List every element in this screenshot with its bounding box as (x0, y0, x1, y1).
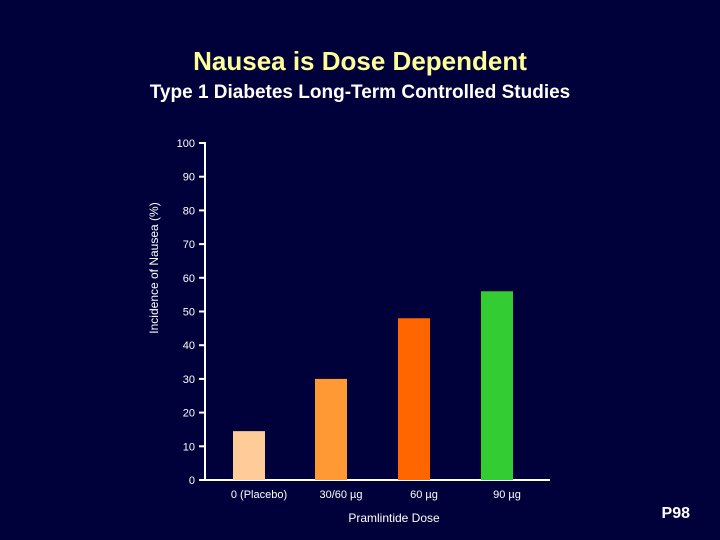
y-tick-label: 10 (183, 441, 195, 453)
bar (315, 378, 347, 480)
bar (481, 291, 513, 480)
y-tick-label: 90 (183, 172, 195, 184)
y-tick-label: 50 (183, 307, 195, 319)
y-tick-label: 40 (183, 340, 195, 352)
y-tick-label: 30 (183, 374, 195, 386)
x-tick-label: 60 µg (410, 489, 438, 501)
x-axis-title: Pramlintide Dose (348, 511, 440, 525)
y-tick-label: 0 (189, 475, 195, 487)
x-tick-label: 0 (Placebo) (231, 489, 287, 501)
y-tick-label: 60 (183, 273, 195, 285)
bar (398, 318, 430, 480)
bar (233, 431, 265, 480)
x-tick-label: 30/60 µg (319, 489, 362, 501)
slide-code: P98 (661, 505, 690, 522)
x-tick-label: 90 µg (493, 489, 521, 501)
page-title: Nausea is Dose Dependent (193, 46, 527, 76)
y-axis-title: Incidence of Nausea (%) (147, 202, 161, 333)
page-subtitle: Type 1 Diabetes Long-Term Controlled Stu… (149, 82, 571, 103)
y-tick-label: 100 (177, 138, 195, 150)
chart-labels: 0 10 20 30 40 50 60 70 80 90 100 0 (Placebo) 30/60 µ… (177, 138, 521, 501)
y-tick-label: 70 (183, 239, 195, 251)
chart-bars (233, 291, 513, 480)
y-tick-label: 20 (183, 408, 195, 420)
y-tick-label: 80 (183, 205, 195, 217)
